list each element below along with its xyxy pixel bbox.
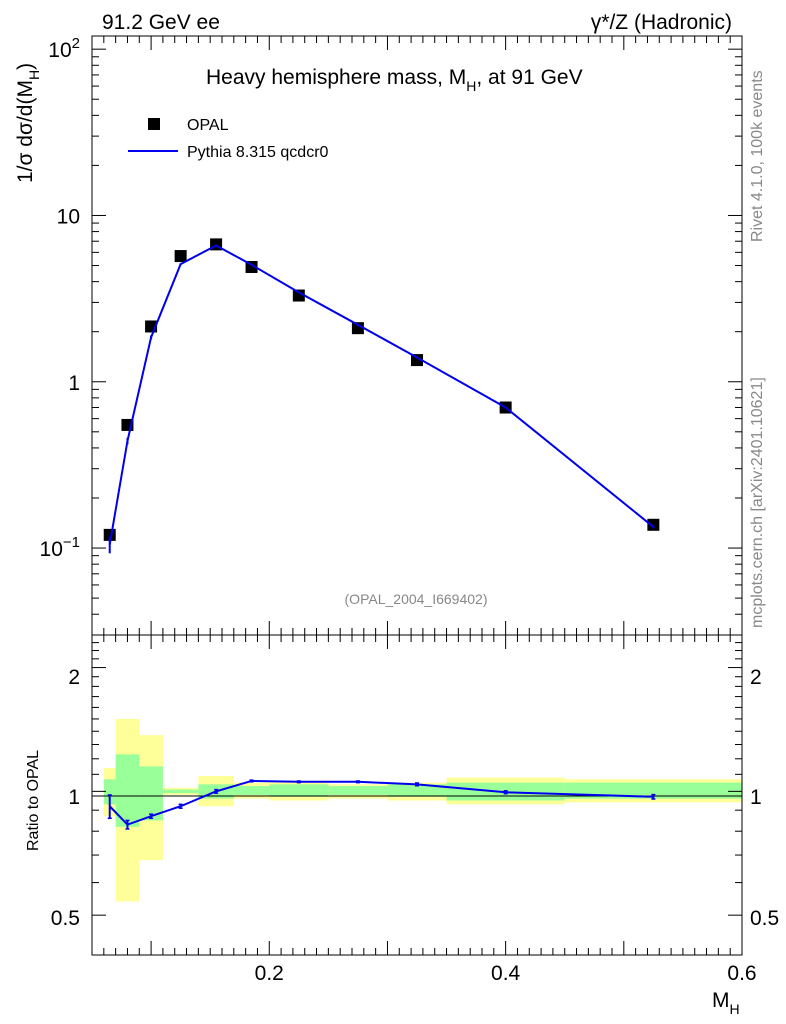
ratio-band-inner [103, 779, 116, 805]
ratio-frame [91, 634, 743, 956]
ratio-ytick-1-right: 1 [750, 786, 762, 809]
xtick-label-06: 0.6 [727, 962, 756, 985]
mcplots-label: mcplots.cern.ch [arXiv:2401.10621] [749, 377, 766, 628]
legend: OPAL Pythia 8.315 qcdcr0 [128, 117, 329, 161]
data-point-opal [174, 250, 187, 263]
xtick-label-02: 0.2 [255, 962, 284, 985]
main-ylabel: 1/σ dσ/d(MH) [14, 63, 42, 183]
xtick-label-04: 0.4 [491, 962, 521, 985]
xaxis-label: MH [712, 989, 740, 1017]
main-ytick-label: 10 [57, 205, 80, 228]
main-ytick-labels: 102 10 1 10−1 [40, 35, 80, 561]
header-process: γ*/Z (Hadronic) [591, 11, 732, 34]
ratio-series [107, 779, 656, 830]
data-point-opal [292, 289, 305, 302]
ratio-ytick-05-right: 0.5 [750, 907, 779, 930]
legend-marker-opal [148, 118, 160, 130]
ratio-ytick-05-left: 0.5 [51, 907, 80, 930]
ratio-band-inner [269, 784, 329, 797]
ratio-ytick-2-right: 2 [750, 666, 762, 689]
main-ytick-label: 1 [68, 372, 80, 395]
ratio-band-inner [328, 786, 388, 795]
data-point-opal [351, 322, 364, 335]
rivet-label: Rivet 4.1.0, 100k events [749, 70, 766, 242]
axis-ticks [92, 36, 743, 955]
legend-label-mc: Pythia 8.315 qcdcr0 [187, 144, 329, 161]
ratio-band-inner [115, 754, 140, 827]
data-point-opal [647, 518, 660, 531]
main-ytick-label: 10−1 [40, 534, 80, 561]
ratio-band-inner [162, 789, 199, 794]
ratio-ylabel: Ratio to OPAL [25, 750, 42, 851]
main-series [103, 238, 660, 554]
analysis-id: (OPAL_2004_I669402) [345, 591, 488, 607]
ratio-ytick-1-left: 1 [68, 786, 80, 809]
plot-title: Heavy hemisphere mass, MH, at 91 GeV [206, 66, 583, 94]
ratio-bands [103, 718, 742, 902]
mc-line-pythia [108, 244, 654, 545]
main-ytick-label: 102 [48, 35, 80, 62]
ratio-band-inner [233, 786, 270, 795]
header-energy: 91.2 GeV ee [102, 11, 220, 34]
data-point-opal [411, 354, 423, 367]
ratio-band-inner [387, 784, 447, 797]
ratio-band-inner [139, 766, 163, 821]
legend-label-opal: OPAL [187, 117, 229, 134]
ratio-ytick-2-left: 2 [68, 666, 80, 689]
